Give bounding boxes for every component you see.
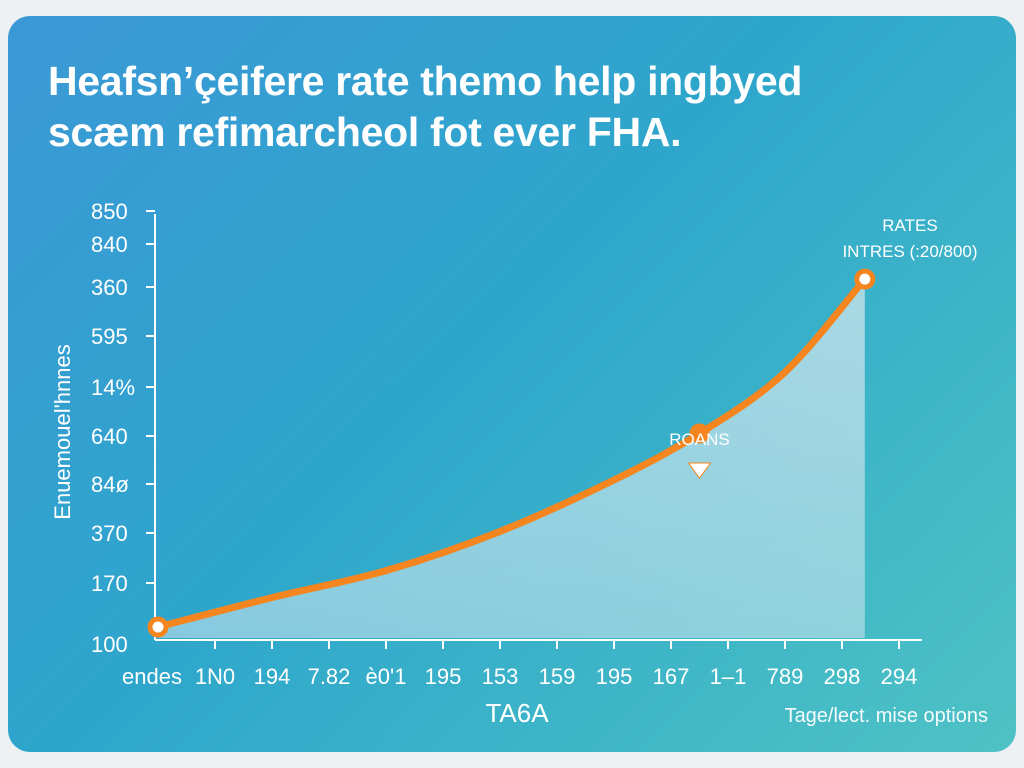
- x-tick-label: 298: [824, 664, 861, 689]
- chart-title-line-1: Heafѕn’çeifere rate themo help ingbyed: [48, 58, 803, 104]
- y-tick-label: 850: [91, 199, 128, 224]
- x-tick-label: 195: [596, 664, 633, 689]
- y-tick-label: 640: [91, 424, 128, 449]
- x-tick-label: 7.82: [308, 664, 351, 689]
- options-link[interactable]: Tage/lect. mise options: [784, 705, 988, 727]
- y-tick-label: 170: [91, 571, 128, 596]
- chart-title: Heafѕn’çeifere rate themo help ingbyed s…: [48, 56, 968, 158]
- y-axis-label: Enuemouel'hnnes: [50, 344, 75, 519]
- x-tick-label: 1N0: [195, 664, 235, 689]
- x-tick-label: 195: [425, 664, 462, 689]
- x-tick-label: 153: [482, 664, 519, 689]
- annotation-label-intres: INTRES (:20/800): [842, 242, 977, 261]
- y-tick-label: 14%: [91, 375, 135, 400]
- annotation-pointer-roans: [687, 462, 712, 479]
- annotation-label-roans: ROANS: [669, 430, 729, 449]
- y-tick-label: 840: [91, 232, 128, 257]
- data-point-marker: [689, 423, 710, 444]
- y-tick-label: 100: [91, 632, 128, 657]
- x-tick-label: 1–1: [710, 664, 747, 689]
- x-axis-label: TA6A: [485, 698, 549, 728]
- x-tick-label: 194: [254, 664, 291, 689]
- x-tick-label: 167: [653, 664, 690, 689]
- data-point-marker: [854, 268, 876, 290]
- x-tick-label: endes: [122, 664, 182, 689]
- chart-title-line-2: scæm refimarcheol fot ever FHA.: [48, 109, 682, 155]
- x-tick-label: 159: [539, 664, 576, 689]
- y-tick-label: 360: [91, 275, 128, 300]
- x-tick-label: 294: [881, 664, 918, 689]
- y-tick-label: 595: [91, 324, 128, 349]
- y-tick-label: 84ø: [91, 472, 129, 497]
- x-tick-label: 789: [767, 664, 804, 689]
- x-tick-label: è0'1: [366, 664, 407, 689]
- series-line: [154, 275, 869, 631]
- data-point-marker: [147, 616, 169, 638]
- annotation-label-rates: RATES: [882, 216, 937, 235]
- series-area: [158, 279, 865, 638]
- y-tick-label: 370: [91, 521, 128, 546]
